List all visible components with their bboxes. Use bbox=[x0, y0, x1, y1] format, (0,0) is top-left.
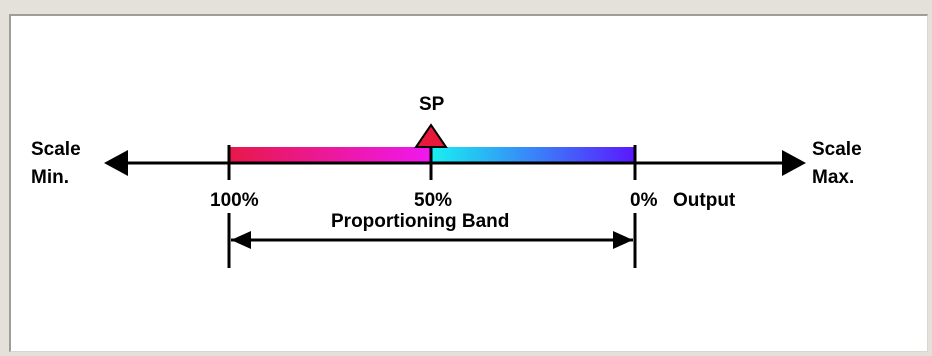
output-label: Output bbox=[673, 190, 736, 211]
percent-100-label: 100% bbox=[210, 190, 259, 211]
scale-min-label-line1: Scale bbox=[31, 139, 81, 160]
scale-min-arrowhead bbox=[104, 150, 128, 176]
sp-label: SP bbox=[419, 94, 445, 115]
proportioning-band-label: Proportioning Band bbox=[331, 211, 509, 232]
scale-max-label-line2: Max. bbox=[812, 167, 854, 188]
percent-0-label: 0% bbox=[630, 190, 658, 211]
scale-min-label-line2: Min. bbox=[31, 167, 69, 188]
band-arrow-right bbox=[613, 231, 633, 249]
scale-max-label-line1: Scale bbox=[812, 139, 862, 160]
band-arrow-left bbox=[231, 231, 251, 249]
band-right-gradient bbox=[431, 147, 635, 163]
scale-max-arrowhead bbox=[782, 150, 806, 176]
band-left-gradient bbox=[229, 147, 431, 163]
percent-50-label: 50% bbox=[414, 190, 452, 211]
setpoint-marker bbox=[414, 123, 448, 148]
diagram-panel bbox=[9, 14, 928, 352]
